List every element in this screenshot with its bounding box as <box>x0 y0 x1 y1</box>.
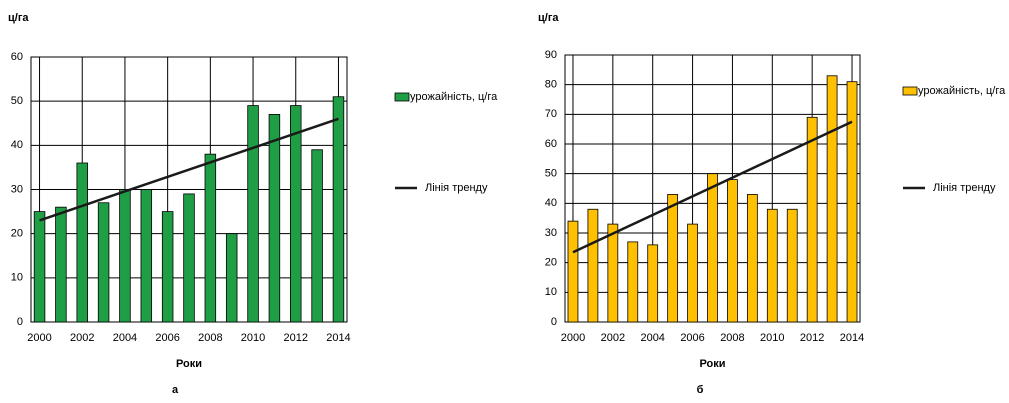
y-tick-label: 70 <box>545 108 557 120</box>
x-tick-label: 2010 <box>760 332 784 344</box>
bar <box>204 153 217 323</box>
bar <box>225 233 238 323</box>
y-tick-label: 50 <box>545 168 557 180</box>
trend-line <box>572 120 853 254</box>
bar <box>806 116 818 323</box>
bar <box>97 202 110 323</box>
legend-label: Лінія тренду <box>933 182 996 194</box>
y-tick-label: 90 <box>545 49 557 61</box>
bar <box>311 149 323 323</box>
x-tick-label: 2000 <box>561 332 585 344</box>
y-tick-label: 20 <box>11 228 23 240</box>
y-axis-label: ц/га <box>538 12 559 24</box>
x-tick-label: 2012 <box>284 332 308 344</box>
bar <box>607 223 619 323</box>
bar <box>268 114 281 323</box>
caption: а <box>172 384 179 396</box>
x-axis-label: Роки <box>176 358 202 370</box>
x-axis-label: Роки <box>699 358 725 370</box>
bar <box>76 162 88 323</box>
y-tick-label: 60 <box>11 51 23 63</box>
y-tick-label: 20 <box>545 257 557 269</box>
bar <box>55 206 67 323</box>
x-tick-label: 2006 <box>155 332 179 344</box>
trend-line <box>39 117 339 222</box>
y-axis-label: ц/га <box>8 12 29 24</box>
y-tick-label: 30 <box>11 183 23 195</box>
bar <box>332 96 345 323</box>
bar <box>786 208 798 323</box>
x-tick-label: 2002 <box>70 332 94 344</box>
bar <box>687 223 698 323</box>
bar <box>119 189 131 323</box>
y-tick-label: 60 <box>545 138 557 150</box>
caption: б <box>697 384 704 396</box>
bar <box>183 193 195 323</box>
x-tick-label: 2010 <box>241 332 265 344</box>
x-tick-label: 2008 <box>198 332 222 344</box>
x-tick-label: 2014 <box>326 332 350 344</box>
x-tick-label: 2014 <box>840 332 864 344</box>
x-tick-label: 2000 <box>27 332 51 344</box>
y-tick-label: 80 <box>545 79 557 91</box>
bar <box>627 241 639 323</box>
bar <box>766 208 778 323</box>
y-tick-label: 10 <box>11 272 23 284</box>
bar <box>290 105 302 323</box>
bar <box>647 244 659 323</box>
bar <box>727 179 738 323</box>
x-tick-label: 2006 <box>680 332 704 344</box>
bar <box>567 220 579 323</box>
y-tick-label: 30 <box>545 227 557 239</box>
legend-label: урожайність, ц/га <box>410 91 498 103</box>
y-tick-label: 50 <box>11 95 23 107</box>
bar <box>587 208 599 323</box>
x-tick-label: 2004 <box>640 332 664 344</box>
legend-label: урожайність, ц/га <box>918 85 1006 97</box>
bar <box>826 75 838 323</box>
bar <box>247 105 259 323</box>
x-tick-label: 2004 <box>113 332 137 344</box>
y-tick-label: 40 <box>545 197 557 209</box>
bar <box>667 194 679 323</box>
bar <box>746 194 758 323</box>
bar <box>33 211 46 323</box>
x-tick-label: 2002 <box>601 332 625 344</box>
y-tick-label: 10 <box>545 286 557 298</box>
x-tick-label: 2012 <box>800 332 824 344</box>
bar <box>846 81 858 323</box>
y-tick-label: 0 <box>17 316 23 328</box>
bar <box>707 173 718 323</box>
bar <box>161 211 174 323</box>
legend-swatch <box>902 86 918 96</box>
legend-swatch <box>394 92 410 102</box>
legend-label: Лінія тренду <box>425 182 488 194</box>
y-tick-label: 0 <box>551 316 557 328</box>
x-tick-label: 2008 <box>720 332 744 344</box>
bar <box>140 189 153 323</box>
y-tick-label: 40 <box>11 139 23 151</box>
